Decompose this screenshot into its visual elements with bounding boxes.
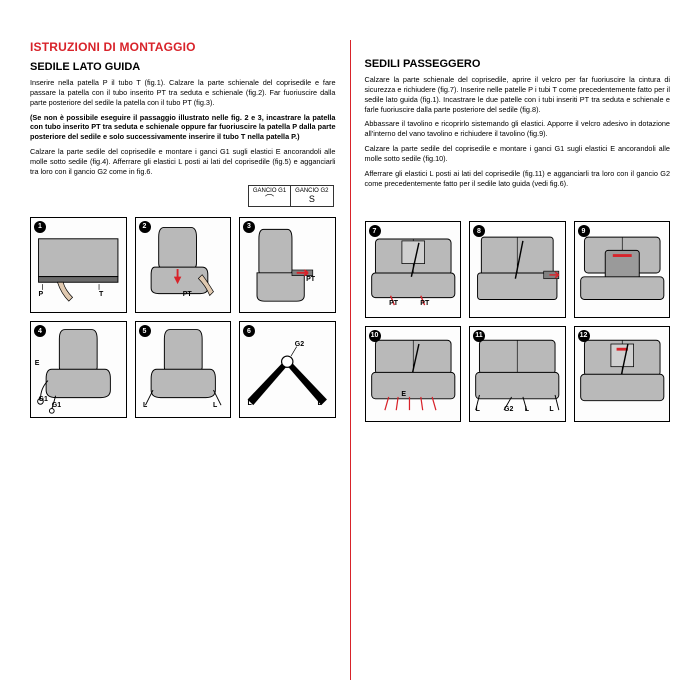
right-para-4: Afferrare gli elastici L posti ai lati d…	[365, 169, 671, 189]
figure-3: 3 PT	[239, 217, 336, 314]
left-para-1: Inserire nella patella P il tubo T (fig.…	[30, 78, 336, 108]
figure-10: 10 E	[365, 326, 462, 423]
figure-number: 7	[369, 225, 381, 237]
figure-6: 6 G2 L L	[239, 321, 336, 418]
fig-label: L	[143, 402, 147, 409]
figure-9: 9	[574, 221, 671, 318]
left-figure-grid: 1 P T 2	[30, 217, 336, 418]
figure-2: 2 PT	[135, 217, 232, 314]
left-column: ISTRUZIONI DI MONTAGGIO SEDILE LATO GUID…	[30, 40, 350, 680]
figure-number: 11	[473, 330, 485, 342]
fig-label: PT	[389, 300, 398, 307]
fig-label: G1	[39, 396, 48, 403]
right-section-title: SEDILI PASSEGGERO	[365, 58, 671, 70]
figure-number: 9	[578, 225, 590, 237]
fig-label: L	[476, 406, 480, 413]
hook-legend: GANCIO G1 ⌒ GANCIO G2 S	[248, 185, 334, 207]
figure-5: 5 L L	[135, 321, 232, 418]
left-section-title: SEDILE LATO GUIDA	[30, 61, 336, 73]
fig-label: E	[401, 391, 406, 398]
fig-label: E	[35, 360, 40, 367]
fig-label: T	[99, 291, 103, 298]
figure-number: 6	[243, 325, 255, 337]
fig-label: G2	[504, 406, 513, 413]
figure-1: 1 P T	[30, 217, 127, 314]
figure-number: 1	[34, 221, 46, 233]
fig-label: P	[39, 291, 44, 298]
fig-label: L	[213, 402, 217, 409]
figure-4: 4 E G1 G1	[30, 321, 127, 418]
figure-number: 5	[139, 325, 151, 337]
figure-number: 12	[578, 330, 590, 342]
figure-number: 4	[34, 325, 46, 337]
fig-label: L	[549, 406, 553, 413]
figure-number: 3	[243, 221, 255, 233]
fig-label: PT	[306, 276, 315, 283]
figure-11: 11 L G2 L L	[469, 326, 566, 423]
left-para-3: Calzare la parte sedile del coprisedile …	[30, 147, 336, 177]
figure-12: 12	[574, 326, 671, 423]
right-figure-grid: 7 PT PT 8	[365, 221, 671, 422]
fig-label: L	[317, 400, 321, 407]
figure-number: 2	[139, 221, 151, 233]
hook-g2-icon: S	[309, 195, 315, 204]
right-para-3: Calzare la parte sedile del coprisedile …	[365, 144, 671, 164]
fig-label: L	[248, 400, 252, 407]
fig-label: G1	[52, 402, 61, 409]
right-para-1: Calzare la parte schienale del coprisedi…	[365, 75, 671, 114]
hook-g1-icon: ⌒	[265, 195, 274, 204]
right-column: SEDILI PASSEGGERO Calzare la parte schie…	[351, 40, 671, 680]
right-para-2: Abbassare il tavolino e ricoprirlo siste…	[365, 119, 671, 139]
fig-label: PT	[420, 300, 429, 307]
fig-label: G2	[295, 341, 304, 348]
figure-number: 10	[369, 330, 381, 342]
fig-label: PT	[183, 291, 192, 298]
left-para-2: (Se non è possibile eseguire il passaggi…	[30, 113, 336, 143]
figure-7: 7 PT PT	[365, 221, 462, 318]
figure-8: 8	[469, 221, 566, 318]
legend-g2-label: GANCIO G2	[295, 188, 328, 194]
fig-label: L	[525, 406, 529, 413]
main-title: ISTRUZIONI DI MONTAGGIO	[30, 40, 336, 54]
legend-g1-label: GANCIO G1	[253, 188, 286, 194]
